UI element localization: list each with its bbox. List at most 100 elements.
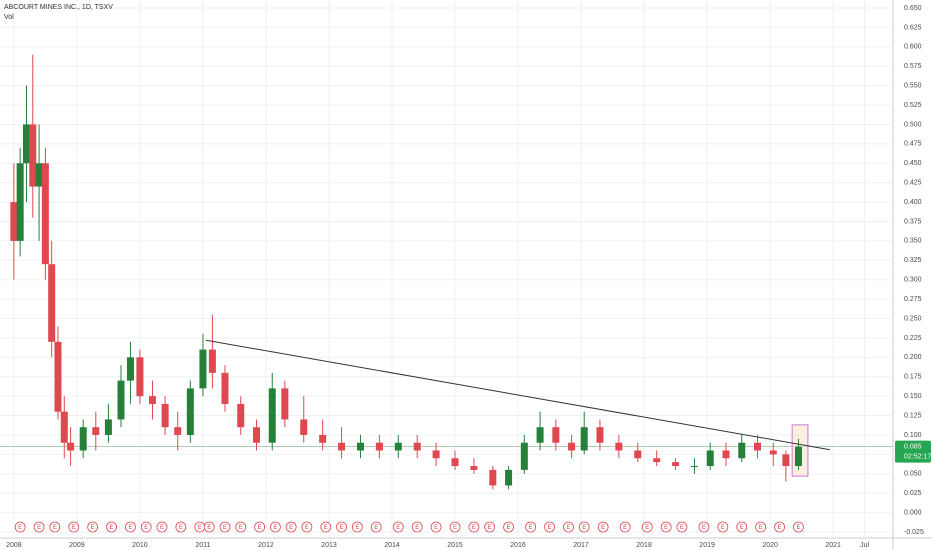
- y-tick-label: 0.500: [904, 121, 922, 128]
- earnings-marker: [503, 521, 514, 533]
- candle-body: [174, 427, 182, 435]
- candle-body: [60, 411, 68, 443]
- earnings-label: E: [258, 525, 262, 531]
- earnings-marker: [430, 521, 442, 533]
- y-tick-label: 0.100: [904, 432, 922, 439]
- candle-body: [319, 434, 327, 443]
- candle-body: [92, 427, 100, 435]
- candle-body: [48, 264, 56, 342]
- candle-body: [722, 450, 730, 459]
- candle-body: [356, 442, 364, 451]
- candle-body: [41, 163, 49, 265]
- earnings-marker: [392, 521, 404, 533]
- y-tick-label: 0.275: [904, 296, 922, 303]
- y-tick-label: 0.525: [904, 102, 922, 109]
- earnings-marker: [578, 521, 590, 533]
- earnings-label: E: [207, 525, 211, 531]
- candle-body: [54, 341, 62, 412]
- candle-body: [432, 450, 440, 459]
- earnings-label: E: [778, 525, 782, 531]
- candle-body: [300, 419, 308, 435]
- earnings-label: E: [110, 525, 114, 531]
- y-tick-label: 0.150: [904, 393, 922, 400]
- volume-label: Vol: [4, 14, 14, 21]
- y-tick-label: 0.325: [904, 257, 922, 264]
- countdown-label: 02:52:17: [904, 453, 931, 460]
- y-tick-label: 0.425: [904, 180, 922, 187]
- candle-body: [79, 427, 87, 451]
- x-tick-label: 2020: [762, 542, 778, 549]
- candle-body: [536, 427, 544, 443]
- candle-body: [394, 442, 402, 451]
- earnings-marker: [269, 521, 281, 533]
- x-tick-label: 2021: [825, 542, 841, 549]
- earnings-label: E: [645, 525, 649, 531]
- candle-body: [338, 442, 346, 451]
- earnings-label: E: [18, 525, 22, 531]
- earnings-label: E: [453, 525, 457, 531]
- candle-body: [237, 403, 245, 428]
- candle-body: [672, 462, 680, 467]
- y-tick-label: 0.575: [904, 63, 922, 70]
- earnings-marker: [320, 521, 332, 533]
- earnings-label: E: [239, 525, 243, 531]
- earnings-label: E: [488, 525, 492, 531]
- candle-body: [67, 442, 75, 451]
- earnings-marker: [336, 521, 347, 533]
- x-tick-label: 2013: [321, 542, 337, 549]
- earnings-marker: [563, 521, 574, 533]
- earnings-label: E: [721, 525, 725, 531]
- candle-body: [596, 427, 604, 443]
- earnings-label: E: [128, 525, 132, 531]
- earnings-label: E: [355, 525, 359, 531]
- earnings-marker: [411, 521, 423, 533]
- candle-body: [161, 403, 169, 428]
- earnings-label: E: [91, 525, 95, 531]
- earnings-label: E: [289, 525, 293, 531]
- candle-body: [281, 388, 289, 420]
- y-tick-label: 0.350: [904, 238, 922, 245]
- earnings-label: E: [198, 525, 202, 531]
- earnings-marker: [235, 521, 247, 533]
- last-price-box: [895, 440, 931, 463]
- earnings-label: E: [507, 525, 511, 531]
- candle-body: [754, 442, 762, 451]
- candle-body: [794, 446, 802, 467]
- earnings-marker: [140, 521, 152, 533]
- earnings-label: E: [37, 525, 41, 531]
- candle-body: [706, 450, 714, 467]
- x-tick-label: 2009: [69, 542, 85, 549]
- y-tick-label: 0.025: [904, 490, 922, 497]
- earnings-marker: [449, 521, 461, 533]
- earnings-label: E: [415, 525, 419, 531]
- candle-body: [221, 372, 229, 404]
- earnings-marker: [370, 521, 382, 533]
- candle-body: [580, 427, 588, 451]
- earnings-marker: [525, 521, 537, 533]
- earnings-label: E: [434, 525, 438, 531]
- earnings-marker: [125, 521, 136, 533]
- candle-body: [268, 388, 276, 443]
- candle-body: [186, 388, 194, 435]
- y-tick-label: 0.400: [904, 199, 922, 206]
- earnings-label: E: [582, 525, 586, 531]
- earnings-marker: [544, 521, 555, 533]
- candle-body: [489, 469, 497, 486]
- earnings-marker: [49, 521, 61, 533]
- earnings-marker: [33, 521, 45, 533]
- earnings-label: E: [796, 525, 800, 531]
- x-tick-label: 2012: [258, 542, 274, 549]
- earnings-marker: [301, 521, 313, 533]
- earnings-marker: [619, 521, 631, 533]
- x-tick-label: 2017: [573, 542, 589, 549]
- x-tick-label: 2019: [699, 542, 715, 549]
- candle-body: [653, 458, 661, 463]
- earnings-label: E: [548, 525, 552, 531]
- earnings-marker: [698, 521, 710, 533]
- candle-body: [16, 163, 24, 241]
- earnings-marker: [219, 521, 231, 533]
- candle-body: [782, 454, 790, 467]
- x-tick-label: 2008: [6, 542, 22, 549]
- earnings-label: E: [623, 525, 627, 531]
